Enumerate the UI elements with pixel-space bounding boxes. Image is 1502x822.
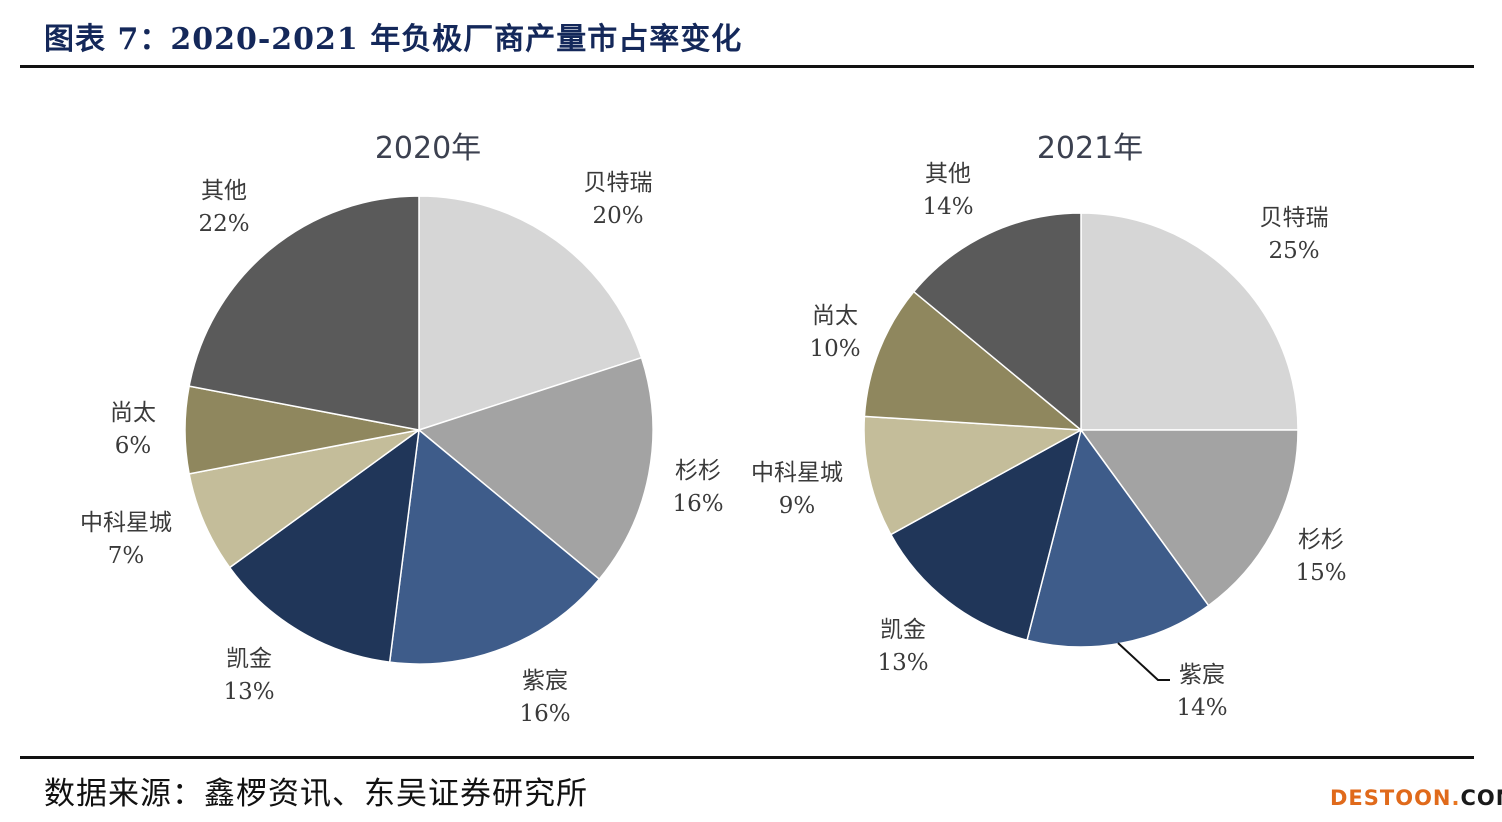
watermark: DESTOON.COM	[1330, 786, 1502, 810]
slice-label-name: 其他	[201, 178, 247, 204]
slice-label-name: 其他	[925, 161, 971, 187]
pie-slice-2021-5	[863, 290, 1084, 431]
slice-label-value: 10%	[809, 336, 860, 362]
slice-label-name: 凯金	[880, 617, 926, 643]
slice-label-value: 9%	[779, 493, 816, 519]
top-rule	[20, 65, 1474, 68]
pie-title: 2021年	[1037, 131, 1143, 166]
slice-label-value: 20%	[592, 203, 643, 229]
watermark-tld: COM	[1460, 786, 1502, 810]
slice-label-value: 15%	[1295, 560, 1346, 586]
pie-slice-2021-6	[912, 212, 1082, 432]
slice-label-name: 尚太	[110, 400, 156, 426]
slice-label-value: 22%	[198, 211, 249, 237]
pie-slice-2021-3	[889, 428, 1083, 642]
slice-label-name: 贝特瑞	[1260, 205, 1329, 231]
slice-label-value: 25%	[1268, 238, 1319, 264]
watermark-main: DESTOON	[1330, 786, 1452, 810]
slice-label-name: 凯金	[226, 646, 272, 672]
slice-label-name: 尚太	[812, 303, 858, 329]
slice-label-name: 紫宸	[522, 668, 568, 694]
pie-slice-2021-1	[1079, 429, 1299, 607]
figure-title: 图表 7：2020-2021 年负极厂商产量市占率变化	[44, 22, 743, 57]
pie-slice-2020-1	[417, 356, 654, 581]
slice-label-value: 7%	[108, 543, 145, 569]
slice-label-name: 杉杉	[1298, 527, 1344, 553]
slice-label-value: 16%	[519, 701, 570, 727]
watermark-dot: .	[1451, 786, 1461, 810]
pie-slice-2021-2	[1026, 428, 1210, 648]
pie-slice-2021-4	[863, 415, 1084, 536]
slice-label-name: 杉杉	[675, 458, 721, 484]
slice-label-value: 6%	[115, 433, 152, 459]
slice-label-name: 贝特瑞	[584, 170, 653, 196]
pie-slice-2020-3	[228, 428, 420, 663]
pie-slice-2020-4	[188, 429, 420, 569]
slice-label-name: 中科星城	[80, 510, 172, 536]
slice-label-value: 13%	[223, 679, 274, 705]
pie-slice-2020-6	[188, 195, 420, 431]
slice-label-value: 14%	[922, 194, 973, 220]
leader-line	[1117, 642, 1170, 681]
slice-label-value: 13%	[877, 650, 928, 676]
pie-title: 2020年	[375, 131, 481, 166]
slice-label-name: 紫宸	[1179, 662, 1225, 688]
slice-label-value: 14%	[1176, 695, 1227, 721]
slice-label-name: 中科星城	[751, 460, 843, 486]
slice-label-value: 16%	[672, 491, 723, 517]
pie-slice-2021-0	[1080, 212, 1299, 431]
pie-slice-2020-2	[388, 428, 601, 665]
bottom-rule	[20, 756, 1474, 759]
pie-slice-2020-0	[418, 195, 643, 432]
source-note: 数据来源：鑫椤资讯、东吴证券研究所	[44, 776, 588, 812]
